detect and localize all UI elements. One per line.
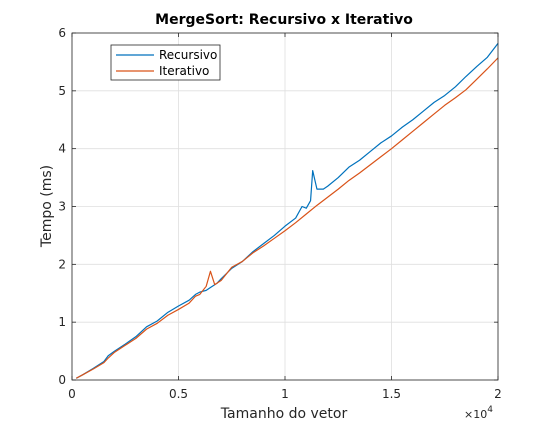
x-tick-label-2: 1 — [281, 387, 289, 401]
series-line-recursivo — [75, 43, 499, 379]
legend-label-iterativo: Iterativo — [159, 64, 209, 78]
x-exponent-base: ×10 — [464, 408, 487, 421]
x-exponent-label: ×104 — [464, 405, 493, 421]
legend-label-recursivo: Recursivo — [159, 48, 217, 62]
y-tick-label-3: 3 — [58, 200, 66, 214]
y-axis-label: Tempo (ms) — [39, 165, 55, 248]
x-axis-label: Tamanho do vetor — [220, 406, 348, 422]
x-tick-label-0: 0 — [68, 387, 76, 401]
x-exponent-power: 4 — [487, 405, 493, 415]
y-tick-label-0: 0 — [58, 373, 66, 387]
legend-box — [110, 44, 221, 81]
legend: Recursivo Iterativo — [110, 44, 221, 81]
series-layer — [75, 43, 499, 379]
axes-layer: 0 0.5 1 1.5 2 0 1 2 3 4 5 6 — [58, 26, 501, 401]
y-tick-label-1: 1 — [58, 315, 66, 329]
series-line-iterativo — [75, 57, 499, 379]
chart-title: MergeSort: Recursivo x Iterativo — [155, 12, 413, 28]
x-tick-label-3: 1.5 — [382, 387, 401, 401]
y-tick-label-5: 5 — [58, 84, 66, 98]
y-tick-label-6: 6 — [58, 26, 66, 40]
y-tick-label-4: 4 — [58, 142, 66, 156]
y-tick-label-2: 2 — [58, 257, 66, 271]
grid-layer — [71, 32, 499, 381]
x-tick-label-1: 0.5 — [169, 387, 188, 401]
x-tick-label-4: 2 — [494, 387, 502, 401]
